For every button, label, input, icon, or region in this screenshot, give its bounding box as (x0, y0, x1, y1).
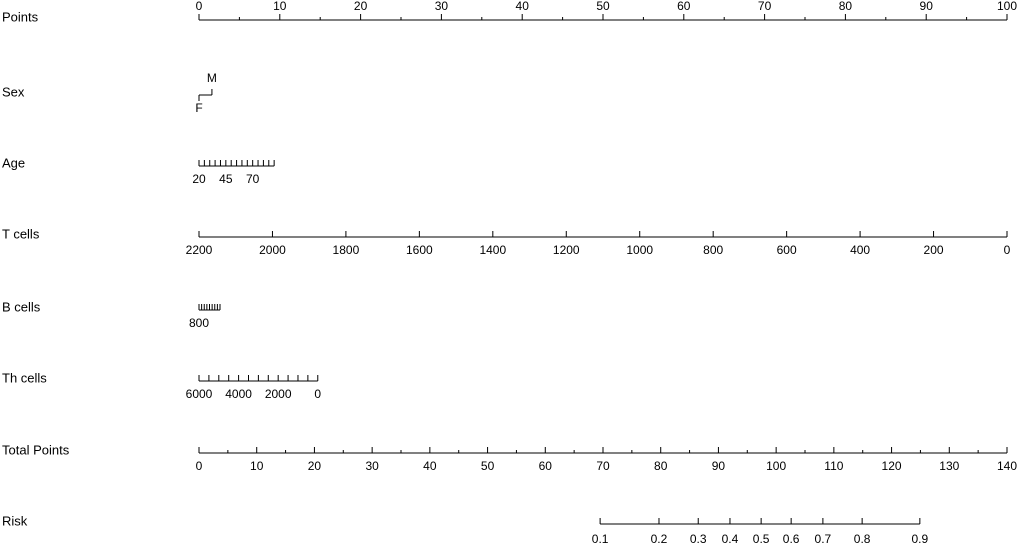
tick-label: 20 (354, 0, 368, 13)
tick-label: 0.4 (722, 532, 739, 546)
tick-label: 40 (516, 0, 530, 13)
tick-label: 30 (435, 0, 449, 13)
tick-label: 60 (539, 459, 553, 473)
tick-label: 110 (824, 459, 843, 473)
row-label: Age (2, 155, 25, 170)
tick-label: 1000 (626, 243, 653, 257)
tick-label: 90 (712, 459, 726, 473)
row-label: T cells (2, 226, 40, 241)
tick-label: 2000 (259, 243, 286, 257)
row-label: Risk (2, 513, 28, 528)
tick-label: 70 (596, 459, 610, 473)
tick-label: 2200 (186, 243, 213, 257)
tick-label: 1600 (406, 243, 433, 257)
tick-label: 0.7 (815, 532, 832, 546)
tick-label: 10 (273, 0, 287, 13)
tick-label: 40 (423, 459, 437, 473)
tick-label: M (207, 71, 217, 85)
tick-label: 0.8 (854, 532, 871, 546)
tick-label: 70 (758, 0, 772, 13)
tick-label: 200 (924, 243, 944, 257)
tick-label: 50 (596, 0, 610, 13)
tick-label: 60 (677, 0, 691, 13)
tick-label: 1400 (479, 243, 506, 257)
tick-label: 0.5 (753, 532, 770, 546)
tick-label: 80 (654, 459, 668, 473)
tick-label: 800 (703, 243, 723, 257)
tick-label: 50 (481, 459, 495, 473)
tick-label: 120 (882, 459, 902, 473)
tick-label: 0.9 (912, 532, 929, 546)
tick-label: 80 (839, 0, 853, 13)
tick-label: 70 (246, 172, 260, 186)
tick-label: 10 (250, 459, 264, 473)
tick-label: 1200 (553, 243, 580, 257)
tick-label: 0 (314, 387, 321, 401)
tick-label: 0.6 (783, 532, 800, 546)
row-label: Th cells (2, 370, 47, 385)
tick-label: 100 (997, 0, 1017, 13)
tick-label: 400 (850, 243, 870, 257)
tick-label: 0 (196, 0, 203, 13)
tick-label: 0.3 (690, 532, 707, 546)
tick-label: 0.2 (651, 532, 668, 546)
tick-label: 130 (939, 459, 959, 473)
tick-label: F (195, 101, 202, 115)
row-label: Total Points (2, 442, 70, 457)
tick-label: 0.1 (592, 532, 609, 546)
tick-label: 1800 (333, 243, 360, 257)
tick-label: 90 (920, 0, 934, 13)
tick-label: 4000 (225, 387, 252, 401)
tick-label: 0 (196, 459, 203, 473)
tick-label: 0 (1004, 243, 1011, 257)
tick-label: 20 (308, 459, 322, 473)
tick-label: 800 (189, 316, 209, 330)
tick-label: 100 (766, 459, 786, 473)
tick-label: 30 (365, 459, 379, 473)
tick-label: 2000 (265, 387, 292, 401)
tick-label: 45 (219, 172, 233, 186)
row-label: Sex (2, 84, 25, 99)
tick-label: 140 (997, 459, 1017, 473)
row-label: B cells (2, 299, 41, 314)
tick-label: 6000 (186, 387, 213, 401)
tick-label: 600 (777, 243, 797, 257)
tick-label: 20 (192, 172, 206, 186)
row-label: Points (2, 9, 39, 24)
